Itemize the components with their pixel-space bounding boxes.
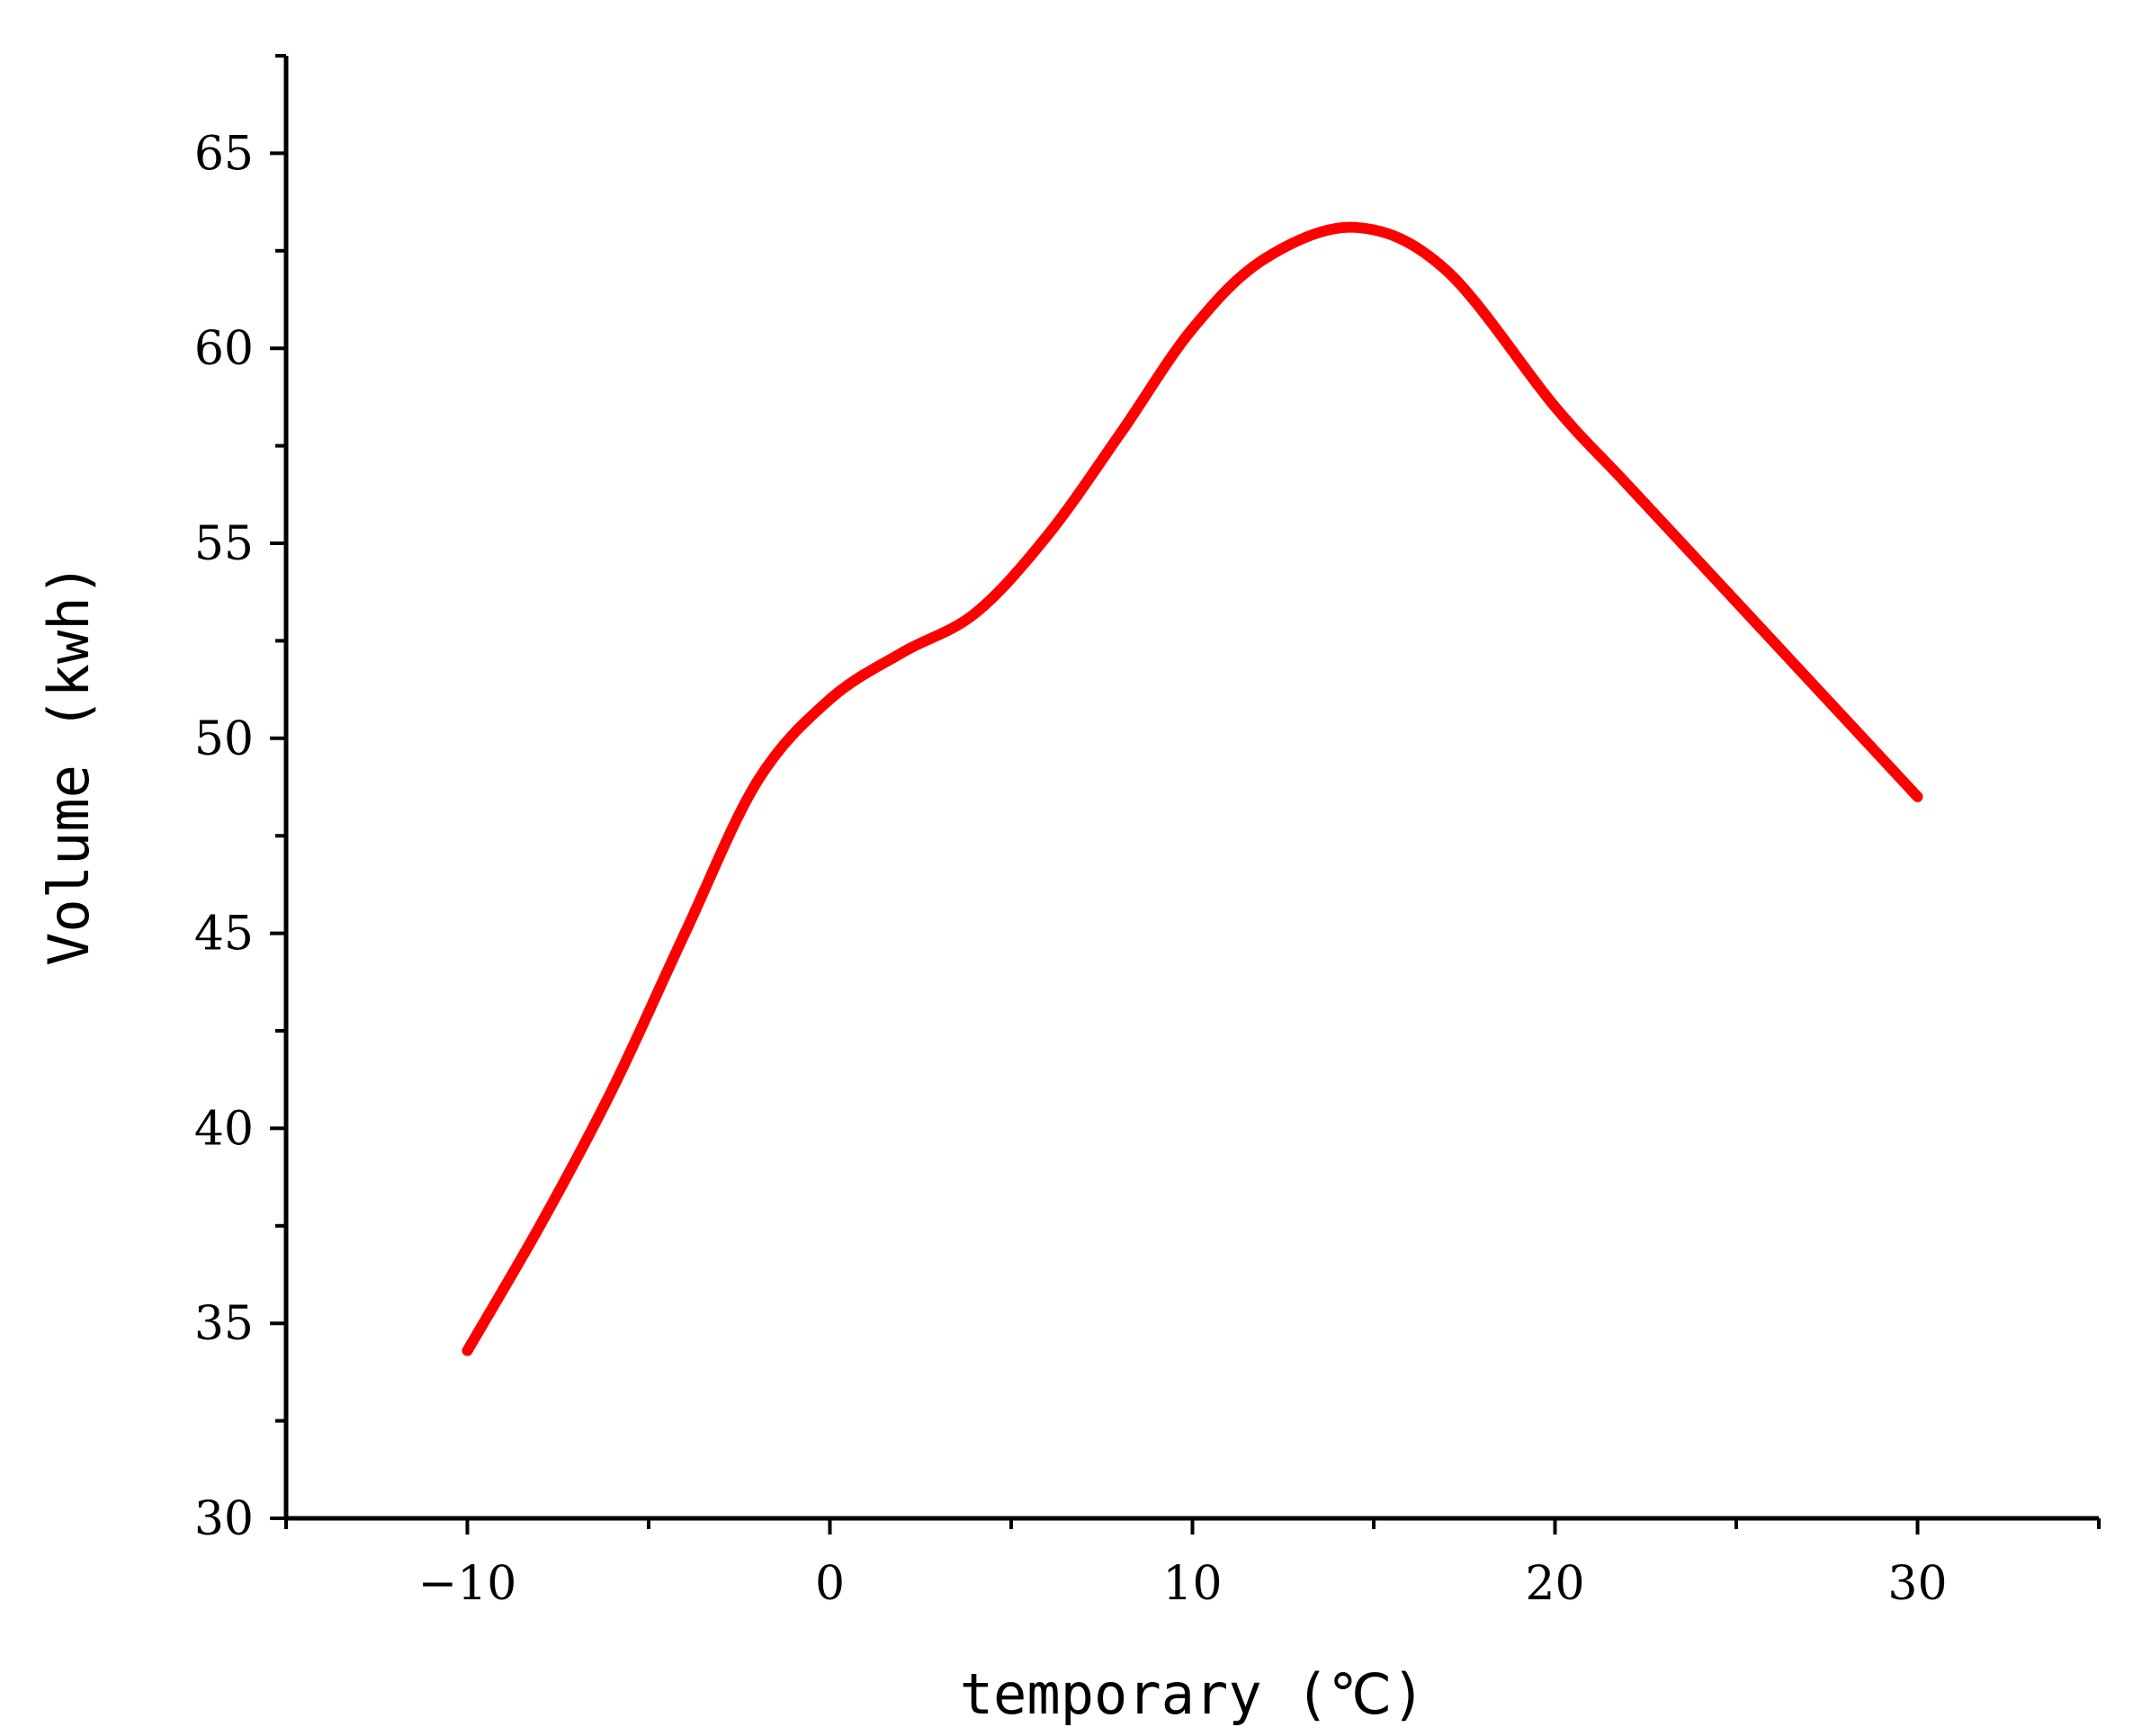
ticks: −10 0 10 20 30 30 35 40 45 50 55 60 65 bbox=[194, 54, 2101, 1611]
x-axis-title: temporary (℃) bbox=[960, 1661, 1426, 1727]
y-tick-label: 40 bbox=[194, 1102, 254, 1156]
x-tick-label: 20 bbox=[1525, 1557, 1584, 1611]
y-tick-label: 30 bbox=[194, 1492, 254, 1546]
y-tick-label: 55 bbox=[194, 517, 254, 571]
y-tick-label: 50 bbox=[194, 712, 254, 766]
series-line bbox=[462, 221, 1923, 1356]
x-tick-label: 30 bbox=[1887, 1557, 1947, 1611]
x-tick-label: −10 bbox=[418, 1557, 517, 1611]
series-layer bbox=[462, 221, 1923, 1356]
y-tick-label: 65 bbox=[194, 127, 254, 181]
x-tick-label: 10 bbox=[1162, 1557, 1222, 1611]
x-tick-label: 0 bbox=[815, 1557, 845, 1611]
y-tick-label: 45 bbox=[194, 908, 254, 962]
y-tick-label: 60 bbox=[194, 322, 254, 376]
axes bbox=[283, 56, 2099, 1521]
y-axis-title: Volume (kwh) bbox=[36, 563, 102, 966]
y-tick-label: 35 bbox=[194, 1297, 254, 1351]
